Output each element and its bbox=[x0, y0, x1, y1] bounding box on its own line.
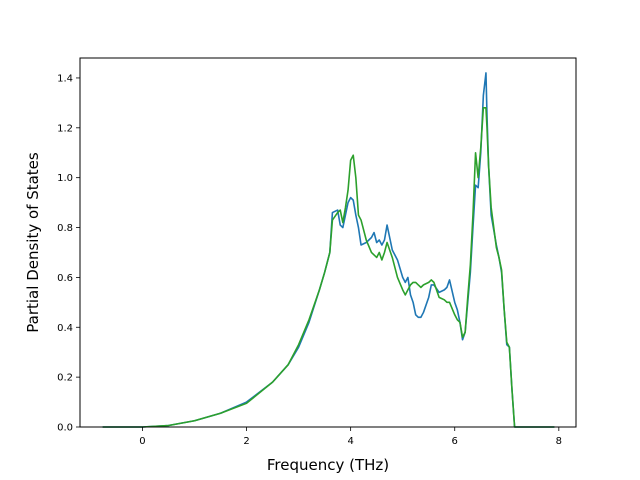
x-axis-label: Frequency (THz) bbox=[267, 456, 389, 474]
y-tick-label: 0.0 bbox=[57, 423, 73, 434]
y-axis-ticks: 0.0 0.2 0.4 0.6 0.8 1.0 1.2 1.4 bbox=[57, 73, 80, 434]
y-tick-label: 0.4 bbox=[57, 323, 73, 334]
plot-area bbox=[80, 58, 576, 427]
y-tick-label: 1.2 bbox=[57, 123, 73, 134]
y-tick-label: 1.0 bbox=[57, 173, 73, 184]
y-tick-label: 0.2 bbox=[57, 373, 73, 384]
y-tick-label: 0.6 bbox=[57, 273, 73, 284]
series-line-2 bbox=[102, 107, 555, 428]
x-tick-label: 0 bbox=[139, 436, 145, 447]
series-layer bbox=[102, 72, 555, 428]
x-tick-label: 6 bbox=[452, 436, 458, 447]
y-tick-label: 1.4 bbox=[57, 73, 73, 84]
x-tick-label: 2 bbox=[243, 436, 249, 447]
x-tick-label: 8 bbox=[556, 436, 562, 447]
x-axis-ticks: 0 2 4 6 8 bbox=[139, 427, 562, 447]
plot-frame bbox=[79, 57, 577, 428]
y-axis-label: Partial Density of States bbox=[24, 152, 42, 333]
x-tick-label: 4 bbox=[347, 436, 353, 447]
y-tick-label: 0.8 bbox=[57, 223, 73, 234]
